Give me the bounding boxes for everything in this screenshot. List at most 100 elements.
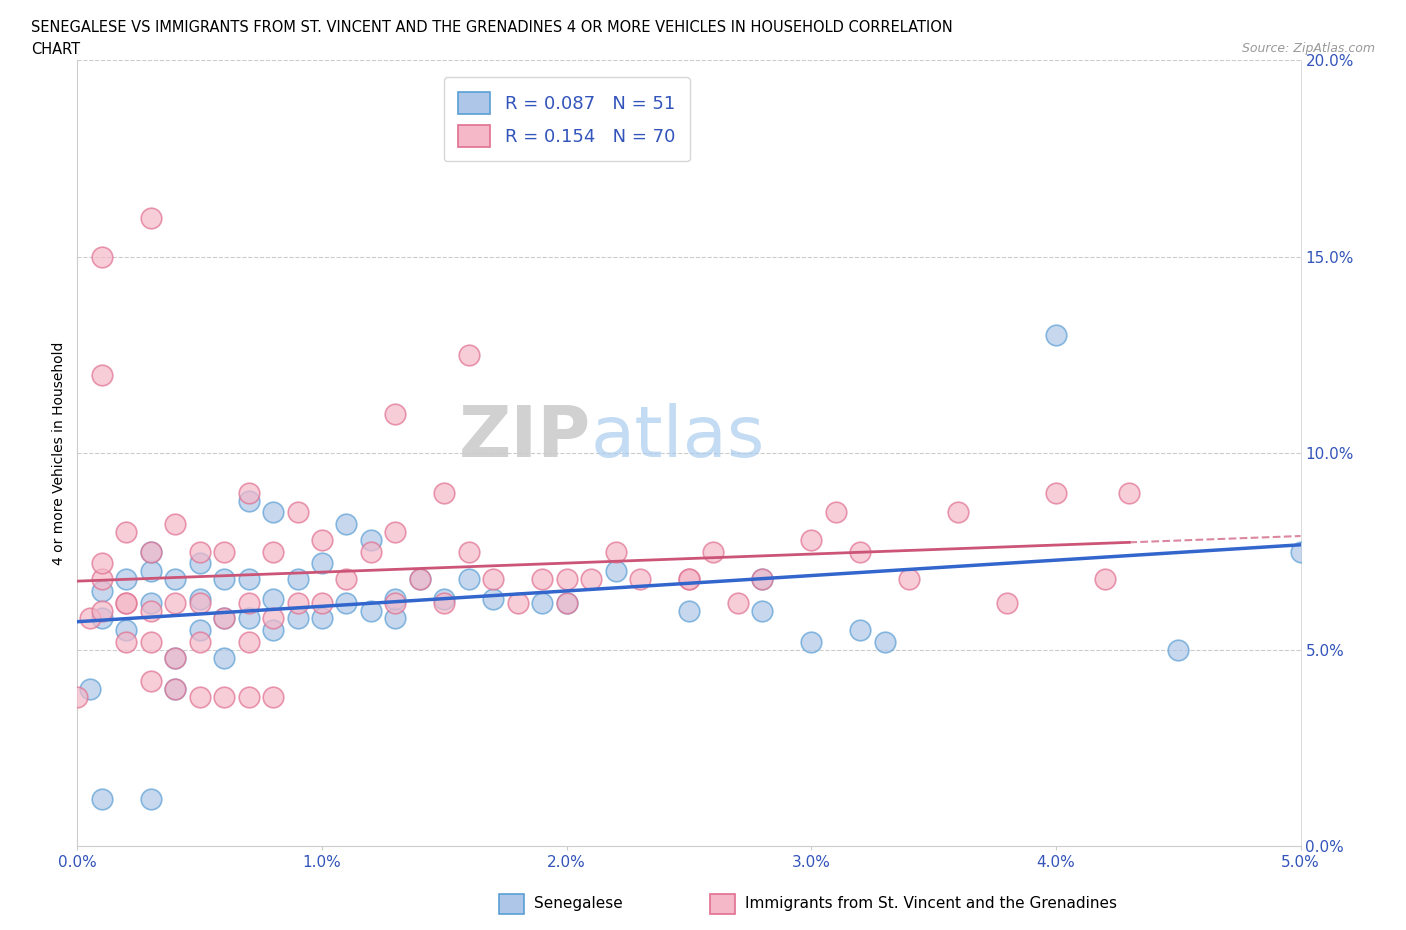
Point [238,493,260,508]
Point [360,532,382,547]
Point [335,572,357,587]
Point [311,532,333,547]
Point [115,634,138,649]
Point [139,544,162,559]
Point [90,572,112,587]
Point [531,595,554,610]
Point [287,505,309,520]
Point [188,556,211,571]
Point [262,544,284,559]
Text: SENEGALESE VS IMMIGRANTS FROM ST. VINCENT AND THE GRENADINES 4 OR MORE VEHICLES : SENEGALESE VS IMMIGRANTS FROM ST. VINCEN… [31,20,953,35]
Point [238,611,260,626]
Point [262,611,284,626]
Point [409,572,432,587]
Point [898,572,921,587]
Point [139,791,162,806]
Point [139,674,162,689]
Point [360,604,382,618]
Point [482,572,505,587]
Bar [710,894,735,914]
Point [212,650,235,665]
Point [139,564,162,578]
Point [115,572,138,587]
Point [238,595,260,610]
Point [384,591,406,606]
Y-axis label: 4 or more Vehicles in Household: 4 or more Vehicles in Household [52,341,66,565]
Point [79,682,101,697]
Text: CHART: CHART [31,42,80,57]
Point [212,689,235,704]
Point [873,634,896,649]
Point [90,604,112,618]
Point [139,604,162,618]
Point [605,564,627,578]
Point [800,532,823,547]
Point [188,634,211,649]
Point [384,611,406,626]
Point [384,525,406,539]
Point [165,650,187,665]
Point [188,595,211,610]
Point [115,595,138,610]
Point [90,249,112,264]
Point [555,572,578,587]
Point [311,611,333,626]
Text: atlas: atlas [591,404,765,472]
Point [115,595,138,610]
Text: Source: ZipAtlas.com: Source: ZipAtlas.com [1241,42,1375,55]
Point [90,583,112,598]
Point [165,595,187,610]
Point [139,210,162,225]
Point [335,517,357,532]
Point [212,544,235,559]
Point [678,572,700,587]
Point [433,595,456,610]
Point [287,595,309,610]
Point [335,595,357,610]
Point [555,595,578,610]
Point [311,595,333,610]
Point [482,591,505,606]
Point [238,485,260,500]
Bar [499,894,524,914]
Point [678,604,700,618]
Point [800,634,823,649]
Point [1094,572,1116,587]
Point [433,485,456,500]
Point [555,595,578,610]
Point [824,505,846,520]
Point [409,572,432,587]
Point [360,544,382,559]
Point [212,572,235,587]
Point [90,611,112,626]
Point [946,505,969,520]
Point [995,595,1018,610]
Point [605,544,627,559]
Legend: R = 0.087   N = 51, R = 0.154   N = 70: R = 0.087 N = 51, R = 0.154 N = 70 [443,77,690,161]
Point [849,623,872,638]
Text: ZIP: ZIP [458,404,591,472]
Point [457,544,479,559]
Point [1118,485,1140,500]
Point [433,591,456,606]
Point [311,556,333,571]
Point [90,367,112,382]
Point [1045,328,1067,343]
Point [115,525,138,539]
Point [165,517,187,532]
Point [702,544,724,559]
Point [727,595,749,610]
Point [79,611,101,626]
Point [531,572,554,587]
Point [1167,643,1189,658]
Text: Immigrants from St. Vincent and the Grenadines: Immigrants from St. Vincent and the Gren… [745,897,1118,911]
Point [579,572,602,587]
Point [751,572,773,587]
Point [1289,544,1312,559]
Point [262,505,284,520]
Point [262,591,284,606]
Point [90,556,112,571]
Point [262,689,284,704]
Point [506,595,529,610]
Point [287,611,309,626]
